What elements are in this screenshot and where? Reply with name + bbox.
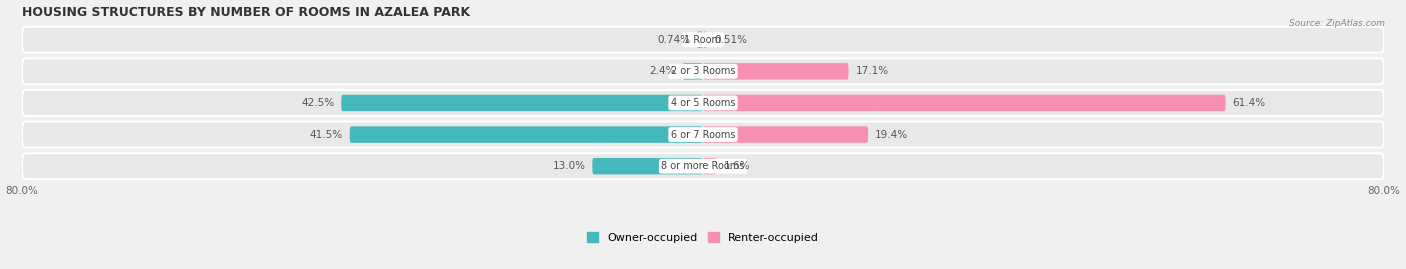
- FancyBboxPatch shape: [22, 27, 1384, 53]
- Text: 13.0%: 13.0%: [553, 161, 585, 171]
- Legend: Owner-occupied, Renter-occupied: Owner-occupied, Renter-occupied: [586, 232, 820, 243]
- FancyBboxPatch shape: [592, 158, 703, 174]
- FancyBboxPatch shape: [22, 153, 1384, 179]
- FancyBboxPatch shape: [703, 95, 1226, 111]
- Text: Source: ZipAtlas.com: Source: ZipAtlas.com: [1289, 19, 1385, 28]
- Text: 41.5%: 41.5%: [309, 130, 343, 140]
- FancyBboxPatch shape: [22, 122, 1384, 147]
- FancyBboxPatch shape: [703, 63, 849, 80]
- FancyBboxPatch shape: [703, 31, 707, 48]
- Text: 42.5%: 42.5%: [301, 98, 335, 108]
- Text: 0.74%: 0.74%: [657, 35, 690, 45]
- Text: 8 or more Rooms: 8 or more Rooms: [661, 161, 745, 171]
- FancyBboxPatch shape: [697, 31, 703, 48]
- Text: 19.4%: 19.4%: [875, 130, 908, 140]
- FancyBboxPatch shape: [22, 58, 1384, 84]
- Text: 0.51%: 0.51%: [714, 35, 747, 45]
- Text: HOUSING STRUCTURES BY NUMBER OF ROOMS IN AZALEA PARK: HOUSING STRUCTURES BY NUMBER OF ROOMS IN…: [22, 6, 470, 19]
- Text: 1.6%: 1.6%: [724, 161, 749, 171]
- FancyBboxPatch shape: [703, 126, 868, 143]
- Text: 4 or 5 Rooms: 4 or 5 Rooms: [671, 98, 735, 108]
- Text: 6 or 7 Rooms: 6 or 7 Rooms: [671, 130, 735, 140]
- FancyBboxPatch shape: [342, 95, 703, 111]
- Text: 61.4%: 61.4%: [1233, 98, 1265, 108]
- Text: 1 Room: 1 Room: [685, 35, 721, 45]
- FancyBboxPatch shape: [22, 90, 1384, 116]
- Text: 2 or 3 Rooms: 2 or 3 Rooms: [671, 66, 735, 76]
- Text: 2.4%: 2.4%: [650, 66, 676, 76]
- Text: 17.1%: 17.1%: [855, 66, 889, 76]
- FancyBboxPatch shape: [703, 158, 717, 174]
- FancyBboxPatch shape: [350, 126, 703, 143]
- FancyBboxPatch shape: [682, 63, 703, 80]
